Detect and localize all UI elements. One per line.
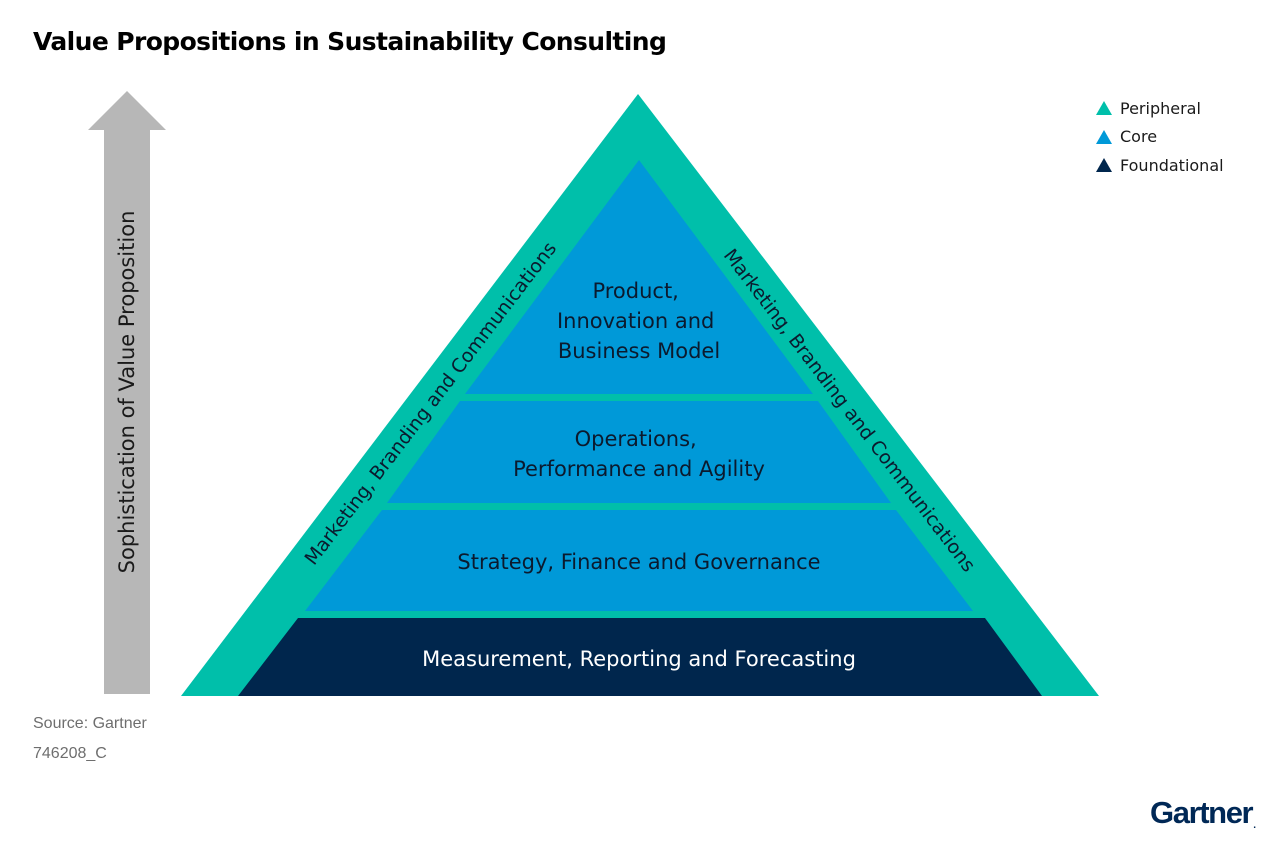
triangle-icon [1096, 101, 1112, 116]
legend-label: Peripheral [1120, 98, 1201, 118]
axis-label: Sophistication of Value Proposition [115, 211, 139, 574]
logo-mark: . [1253, 820, 1256, 831]
tier-1-line-1: Product, [592, 279, 678, 303]
triangle-icon [1096, 129, 1112, 144]
legend: Peripheral Core Foundational [1096, 94, 1224, 180]
tier-1-line-3: Business Model [558, 339, 720, 363]
tier-label-product-innovation: Product, Innovation and Business Model [557, 279, 721, 363]
page-title: Value Propositions in Sustainability Con… [33, 27, 667, 56]
tier-strategy-finance [305, 510, 973, 611]
legend-item-core: Core [1096, 123, 1224, 152]
tier-label-measurement-reporting: Measurement, Reporting and Forecasting [422, 647, 856, 671]
tier-product-innovation [465, 160, 813, 394]
gartner-logo: Gartner. [1150, 795, 1256, 831]
tier-label-operations-performance: Operations, Performance and Agility [513, 427, 765, 481]
tier-2-line-2: Performance and Agility [513, 457, 765, 481]
tier-2-line-1: Operations, [575, 427, 697, 451]
tier-1-line-2: Innovation and [557, 309, 714, 333]
legend-item-foundational: Foundational [1096, 151, 1224, 180]
source-note: Source: Gartner [33, 715, 147, 732]
logo-wordmark: Gartner [1150, 795, 1254, 830]
sophistication-arrow [88, 91, 166, 694]
document-id: 746208_C [33, 745, 107, 762]
tier-operations-performance [387, 401, 891, 503]
legend-item-peripheral: Peripheral [1096, 94, 1224, 123]
tier-label-strategy-finance: Strategy, Finance and Governance [457, 550, 820, 574]
legend-label: Foundational [1120, 155, 1224, 175]
tier-measurement-reporting [238, 618, 1042, 696]
legend-label: Core [1120, 127, 1158, 147]
triangle-icon [1096, 158, 1112, 173]
